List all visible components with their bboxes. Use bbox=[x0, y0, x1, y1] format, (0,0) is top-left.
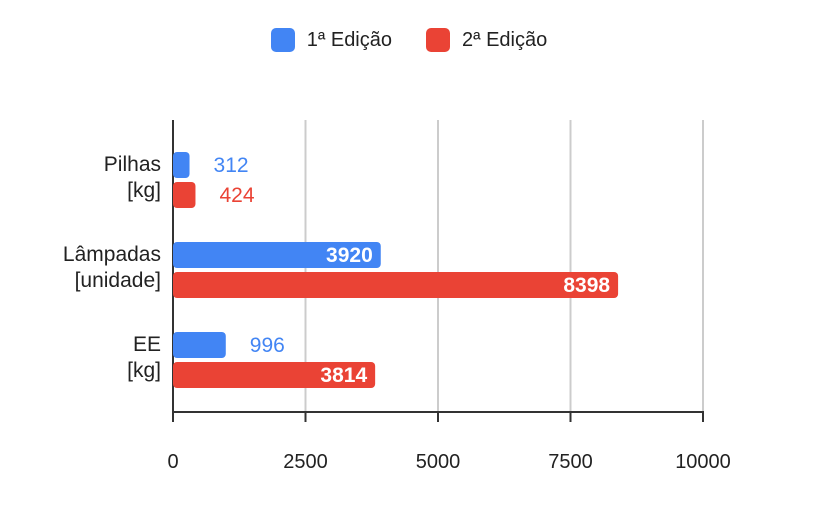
legend-swatch-1a-edicao bbox=[270, 28, 295, 52]
legend-label-2a-edicao: 2ª Edição bbox=[462, 28, 548, 51]
x-tick-label: 10000 bbox=[675, 451, 731, 473]
category-label: [kg] bbox=[127, 179, 161, 202]
category-label: EE bbox=[133, 333, 161, 356]
category-label: Lâmpadas bbox=[63, 243, 161, 266]
data-label: 996 bbox=[250, 334, 285, 357]
bar-2a-edicao bbox=[173, 362, 376, 388]
x-tick-label: 2500 bbox=[283, 451, 328, 473]
legend: 1ª Edição 2ª Edição bbox=[0, 28, 818, 52]
category-label: Pilhas bbox=[104, 153, 161, 176]
legend-swatch-2a-edicao bbox=[426, 28, 450, 52]
legend-label-1a-edicao: 1ª Edição bbox=[306, 28, 392, 51]
data-label: 8398 bbox=[563, 274, 610, 297]
data-label: 3814 bbox=[320, 364, 367, 387]
bar-1a-edicao bbox=[173, 242, 381, 268]
data-label: 3920 bbox=[326, 244, 373, 267]
category-label: [kg] bbox=[127, 359, 161, 382]
x-tick-label: 0 bbox=[167, 451, 178, 473]
category-label: [unidade] bbox=[75, 269, 161, 292]
x-tick-label: 7500 bbox=[548, 451, 593, 473]
bar-2a-edicao bbox=[173, 272, 619, 298]
bar-1a-edicao bbox=[173, 152, 190, 178]
data-label: 424 bbox=[219, 184, 254, 207]
x-tick-label: 5000 bbox=[416, 451, 461, 473]
bar-2a-edicao bbox=[173, 182, 196, 208]
legend-item-2a-edicao: 2ª Edição bbox=[426, 28, 547, 52]
legend-item-1a-edicao: 1ª Edição bbox=[270, 28, 392, 52]
bar-1a-edicao bbox=[173, 332, 226, 358]
data-label: 312 bbox=[214, 154, 249, 177]
